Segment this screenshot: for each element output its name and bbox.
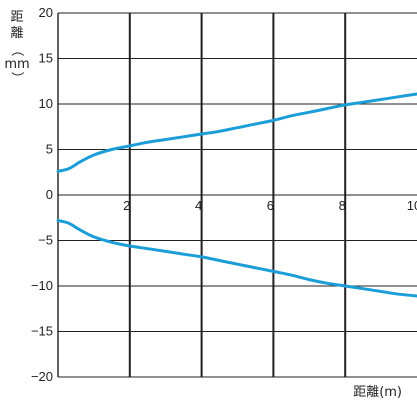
y-tick-label-5: −5	[38, 233, 53, 248]
y-axis-title-char-0: 距	[10, 10, 23, 25]
series-line-0	[56, 92, 417, 173]
x-axis-title: 距離(m)	[353, 385, 402, 400]
y-axis-title-char-1: 離	[10, 26, 23, 41]
y-tick-label-0: 20	[39, 5, 53, 20]
y-tick-label-2: 10	[39, 96, 53, 111]
y-axis-title: 距離 （mm）	[4, 10, 29, 85]
x-tick-label-1: 4	[195, 198, 202, 213]
x-tick-label-4: 10	[407, 198, 417, 213]
y-tick-labels: 20 15 10 5 0 −5 −10 −15 −20	[31, 5, 53, 384]
x-tick-labels: 2 4 6 8 10	[123, 198, 417, 213]
y-tick-label-3: 5	[46, 142, 53, 157]
y-tick-label-1: 15	[39, 51, 53, 66]
y-axis-title-char-4: ）	[9, 71, 24, 84]
y-tick-label-4: 0	[46, 187, 53, 202]
grid	[57, 12, 417, 378]
y-tick-label-6: −10	[31, 278, 53, 293]
series-line-1	[56, 219, 417, 298]
x-tick-label-2: 6	[267, 198, 274, 213]
y-axis-title-char-3: mm	[4, 57, 29, 72]
y-axis-title-char-2: （	[9, 43, 24, 56]
y-tick-label-7: −15	[31, 324, 53, 339]
y-tick-label-8: −20	[31, 369, 53, 384]
series-group	[56, 92, 417, 298]
x-tick-label-0: 2	[123, 198, 130, 213]
x-tick-label-3: 8	[339, 198, 346, 213]
